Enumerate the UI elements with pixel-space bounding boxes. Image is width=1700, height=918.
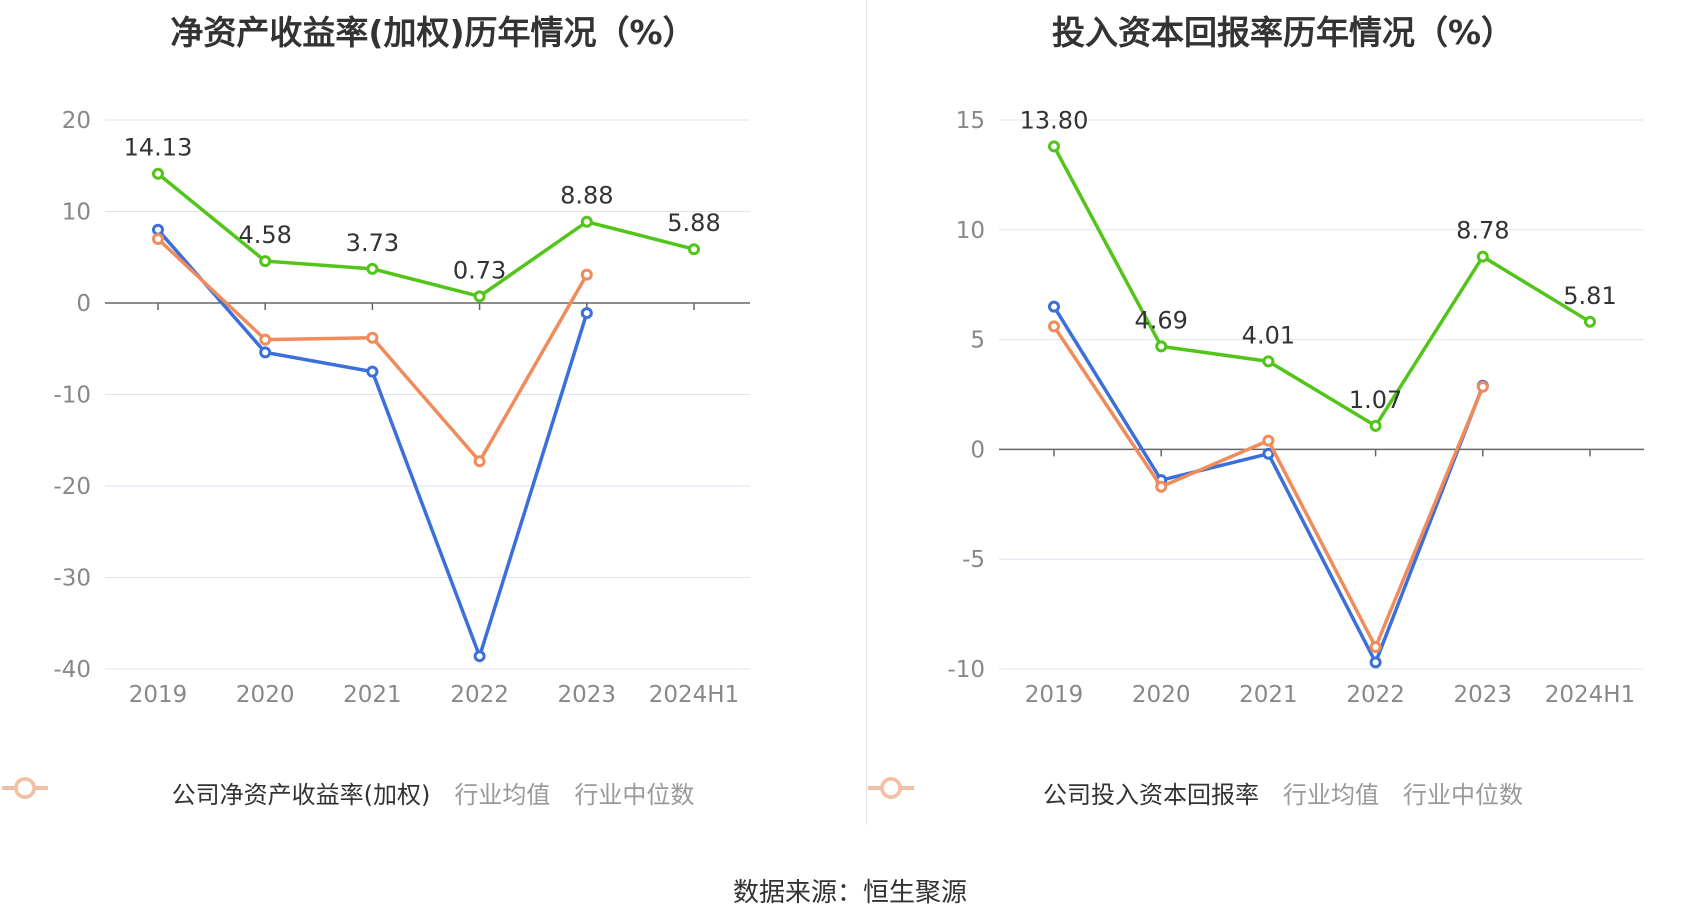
roe-series-2-point bbox=[473, 455, 486, 468]
roe-series-2-point bbox=[152, 232, 164, 245]
roic-legend-label-1: 行业均值 bbox=[1283, 781, 1379, 809]
roic-line-chart: 15 10 5 0 -5 -10 2019 2020 2021 2022 2023 2024H1 13.… bbox=[947, 106, 1644, 708]
roic-series-1-point bbox=[1262, 447, 1275, 460]
roic-legend-item-2[interactable]: 行业中位数 bbox=[868, 775, 1523, 810]
roic-data-label: 4.01 bbox=[1242, 321, 1295, 349]
roic-data-label: 4.69 bbox=[1134, 306, 1187, 334]
roic-series-2-point bbox=[1262, 434, 1275, 447]
roe-series-1-point bbox=[366, 365, 379, 378]
roic-chart-legend: 公司投入资本回报率 行业均值 行业中位数 bbox=[866, 775, 1700, 810]
roe-data-label: 4.58 bbox=[238, 221, 291, 249]
roic-data-label: 8.78 bbox=[1456, 217, 1509, 245]
roe-series-1-point bbox=[580, 307, 593, 320]
roic-legend-item-1[interactable]: 行业均值 bbox=[868, 775, 1379, 810]
roic-xtick-label: 2022 bbox=[1346, 682, 1405, 708]
roe-chart-legend: 公司净资产收益率(加权) 行业均值 行业中位数 bbox=[0, 775, 866, 810]
roic-series-2-point bbox=[1476, 380, 1489, 393]
roe-legend-item-1[interactable]: 行业均值 bbox=[2, 775, 551, 810]
roe-ytick-label: -10 bbox=[53, 383, 91, 409]
panel-divider bbox=[866, 0, 867, 825]
roe-series-0-point bbox=[473, 290, 486, 303]
roic-legend-label-0: 公司投入资本回报率 bbox=[1043, 781, 1259, 809]
roe-data-label: 8.88 bbox=[560, 182, 613, 210]
roe-legend-label-2: 行业中位数 bbox=[574, 781, 695, 809]
roic-xtick-label: 2019 bbox=[1025, 682, 1084, 708]
roe-xtick-label: 2019 bbox=[129, 682, 188, 708]
roe-series-0-point bbox=[366, 262, 379, 275]
roic-chart-panel: 投入资本回报率历年情况（%） 15 10 5 0 -5 -10 2019 2020 2021 20… bbox=[866, 0, 1700, 830]
roic-series-0-point bbox=[1262, 355, 1275, 368]
roic-series-0-point bbox=[1155, 340, 1168, 353]
roic-xtick-label: 2023 bbox=[1454, 682, 1513, 708]
roic-data-label: 1.07 bbox=[1349, 386, 1402, 414]
roe-xtick-label: 2020 bbox=[236, 682, 295, 708]
roe-ytick-label: -20 bbox=[53, 474, 91, 500]
roic-series-line-0 bbox=[1052, 145, 1591, 429]
roic-ytick-label: 10 bbox=[956, 218, 985, 244]
roic-series-0-point bbox=[1048, 140, 1060, 153]
roic-ytick-label: -5 bbox=[962, 547, 985, 573]
roe-xtick-label: 2021 bbox=[343, 682, 402, 708]
roe-series-0-point bbox=[152, 167, 164, 180]
roic-series-0-point bbox=[1584, 315, 1596, 328]
roic-ytick-label: 5 bbox=[970, 328, 985, 354]
roe-ytick-label: 0 bbox=[76, 291, 91, 317]
roe-legend-item-2[interactable]: 行业中位数 bbox=[2, 775, 695, 810]
roic-series-1-point bbox=[1048, 300, 1060, 313]
roe-xtick-label: 2024H1 bbox=[649, 682, 739, 708]
roe-series-1-point bbox=[259, 346, 272, 359]
roe-series-2-point bbox=[259, 333, 272, 346]
roic-xtick-label: 2021 bbox=[1239, 682, 1298, 708]
roe-legend-item-0[interactable]: 公司净资产收益率(加权) bbox=[2, 775, 431, 810]
roic-ytick-label: 15 bbox=[956, 108, 985, 134]
roe-xtick-label: 2022 bbox=[450, 682, 509, 708]
roe-series-2-point bbox=[366, 331, 379, 344]
roe-data-label: 0.73 bbox=[453, 256, 506, 284]
roic-data-label: 13.80 bbox=[1020, 106, 1089, 134]
roic-series-1-point bbox=[1369, 656, 1382, 669]
roic-legend-label-2: 行业中位数 bbox=[1403, 781, 1523, 809]
roic-ytick-label: -10 bbox=[947, 657, 985, 683]
roic-legend-item-0[interactable]: 公司投入资本回报率 bbox=[868, 775, 1259, 810]
roic-ytick-label: 0 bbox=[970, 437, 985, 463]
roe-series-2-point bbox=[580, 268, 593, 281]
roic-series-0-point bbox=[1476, 250, 1489, 263]
roic-legend-symbol-2 bbox=[868, 777, 914, 799]
roe-data-label: 14.13 bbox=[124, 134, 193, 162]
roe-ytick-label: -30 bbox=[53, 566, 91, 592]
roe-legend-label-0: 公司净资产收益率(加权) bbox=[171, 781, 431, 809]
roic-series-0-point bbox=[1369, 419, 1382, 432]
roe-chart-panel: 净资产收益率(加权)历年情况（%） 20 10 0 -10 -20 -30 -40 2019 2… bbox=[0, 0, 866, 830]
roic-series-2-point bbox=[1155, 480, 1168, 493]
roe-data-label: 3.73 bbox=[346, 229, 399, 257]
roic-series-2-point bbox=[1048, 320, 1060, 333]
roic-series-line-2 bbox=[1052, 325, 1485, 652]
roe-series-line-0 bbox=[156, 172, 695, 299]
data-source-text: 数据来源：恒生聚源 bbox=[732, 878, 967, 908]
roe-chart-title: 净资产收益率(加权)历年情况（%） bbox=[170, 13, 696, 52]
roe-xtick-label: 2023 bbox=[558, 682, 617, 708]
roic-series-2-point bbox=[1369, 641, 1382, 654]
roe-line-chart: 20 10 0 -10 -20 -30 -40 2019 2020 2021 2022 2023 202… bbox=[53, 108, 750, 708]
roe-series-1-point bbox=[473, 650, 486, 663]
roe-legend-symbol-2 bbox=[2, 777, 48, 799]
roe-series-0-point bbox=[688, 243, 700, 256]
roe-legend-label-1: 行业均值 bbox=[454, 781, 551, 809]
roe-series-0-point bbox=[580, 215, 593, 228]
roe-ytick-label: -40 bbox=[53, 657, 91, 683]
roic-chart-title: 投入资本回报率历年情况（%） bbox=[1051, 13, 1515, 52]
roe-ytick-label: 20 bbox=[62, 108, 91, 134]
roe-series-0-point bbox=[259, 255, 272, 268]
roic-xtick-label: 2020 bbox=[1132, 682, 1191, 708]
roe-series-line-1 bbox=[156, 228, 589, 662]
roe-data-label: 5.88 bbox=[667, 209, 720, 237]
roe-ytick-label: 10 bbox=[62, 200, 91, 226]
roic-data-label: 5.81 bbox=[1563, 282, 1616, 310]
roic-xtick-label: 2024H1 bbox=[1545, 682, 1635, 708]
